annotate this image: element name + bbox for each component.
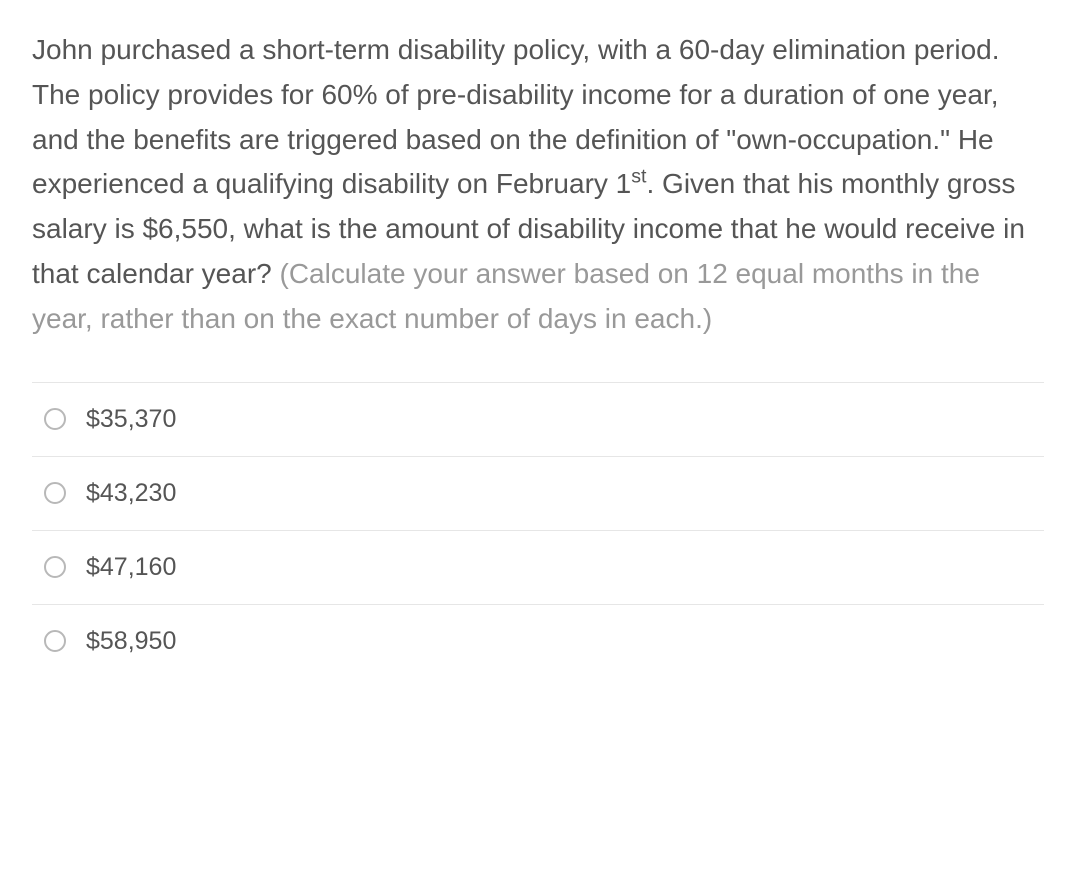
radio-icon xyxy=(44,556,66,578)
radio-icon xyxy=(44,630,66,652)
option-row-3[interactable]: $58,950 xyxy=(32,604,1044,678)
options-list: $35,370 $43,230 $47,160 $58,950 xyxy=(32,382,1044,678)
option-label: $35,370 xyxy=(86,405,176,434)
option-label: $43,230 xyxy=(86,479,176,508)
radio-icon xyxy=(44,408,66,430)
option-row-0[interactable]: $35,370 xyxy=(32,382,1044,456)
radio-icon xyxy=(44,482,66,504)
option-label: $58,950 xyxy=(86,627,176,656)
question-text: John purchased a short-term disability p… xyxy=(32,28,1044,342)
option-row-1[interactable]: $43,230 xyxy=(32,456,1044,530)
option-row-2[interactable]: $47,160 xyxy=(32,530,1044,604)
question-superscript: st xyxy=(631,166,646,188)
option-label: $47,160 xyxy=(86,553,176,582)
